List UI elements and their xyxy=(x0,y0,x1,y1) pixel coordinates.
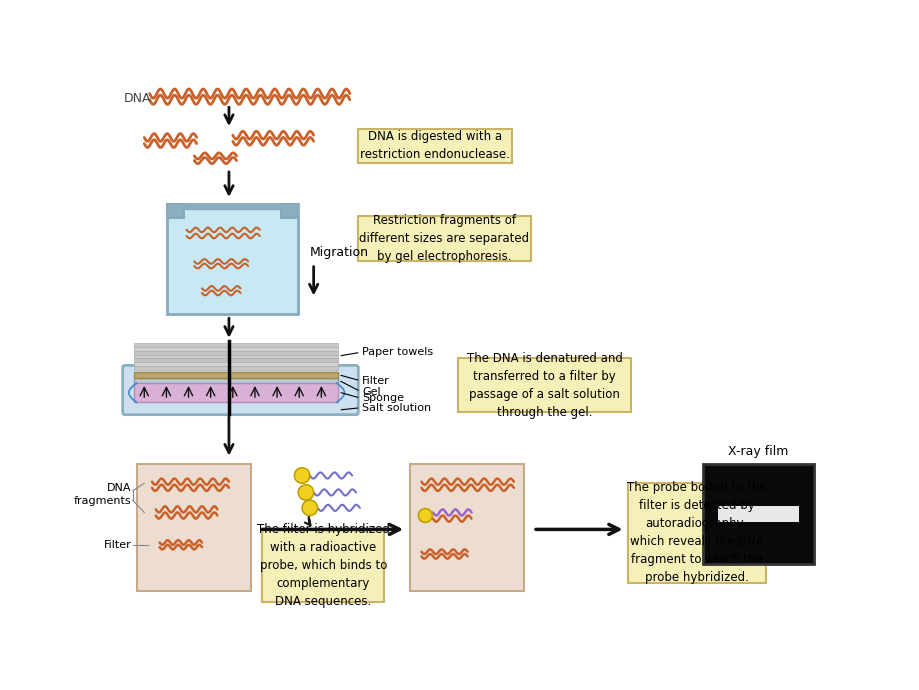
FancyBboxPatch shape xyxy=(357,129,511,163)
Text: Paper towels: Paper towels xyxy=(362,347,433,357)
Text: Salt solution: Salt solution xyxy=(362,403,431,413)
Circle shape xyxy=(301,500,317,515)
Circle shape xyxy=(418,509,432,522)
Bar xyxy=(134,351,338,355)
Bar xyxy=(134,355,338,359)
Text: Sponge: Sponge xyxy=(362,393,403,403)
Text: Gel: Gel xyxy=(362,386,380,397)
Text: Filter: Filter xyxy=(103,540,131,550)
Text: DNA: DNA xyxy=(123,92,151,105)
FancyBboxPatch shape xyxy=(357,216,530,262)
Bar xyxy=(702,464,813,564)
Bar xyxy=(134,343,338,347)
FancyBboxPatch shape xyxy=(122,366,357,415)
Bar xyxy=(136,464,250,591)
Bar xyxy=(134,366,338,370)
Bar xyxy=(167,204,298,314)
Bar xyxy=(281,204,298,218)
Bar xyxy=(134,373,338,377)
FancyBboxPatch shape xyxy=(262,529,384,602)
Bar xyxy=(134,382,338,402)
Bar xyxy=(134,362,338,366)
Text: Migration: Migration xyxy=(310,246,369,259)
Text: DNA is digested with a
restriction endonuclease.: DNA is digested with a restriction endon… xyxy=(359,130,509,161)
Text: The probe bound to the
filter is detected by
autoradiography,
which reveals the : The probe bound to the filter is detecte… xyxy=(626,482,766,584)
Bar xyxy=(717,506,798,522)
Text: Filter: Filter xyxy=(362,376,390,386)
Text: The filter is hybridized
with a radioactive
probe, which binds to
complementary
: The filter is hybridized with a radioact… xyxy=(256,523,390,608)
Circle shape xyxy=(298,485,313,500)
Text: DNA
fragments: DNA fragments xyxy=(74,483,131,506)
Bar xyxy=(134,347,338,351)
Text: Restriction fragments of
different sizes are separated
by gel electrophoresis.: Restriction fragments of different sizes… xyxy=(359,214,529,263)
Text: The DNA is denatured and
transferred to a filter by
passage of a salt solution
t: The DNA is denatured and transferred to … xyxy=(466,351,622,419)
FancyBboxPatch shape xyxy=(458,359,630,412)
Text: X-ray film: X-ray film xyxy=(727,445,788,457)
FancyBboxPatch shape xyxy=(627,483,765,582)
Circle shape xyxy=(294,468,310,483)
Bar xyxy=(134,359,338,362)
Bar xyxy=(134,377,338,383)
Bar xyxy=(184,204,281,209)
Bar xyxy=(167,204,184,218)
Bar xyxy=(410,464,523,591)
